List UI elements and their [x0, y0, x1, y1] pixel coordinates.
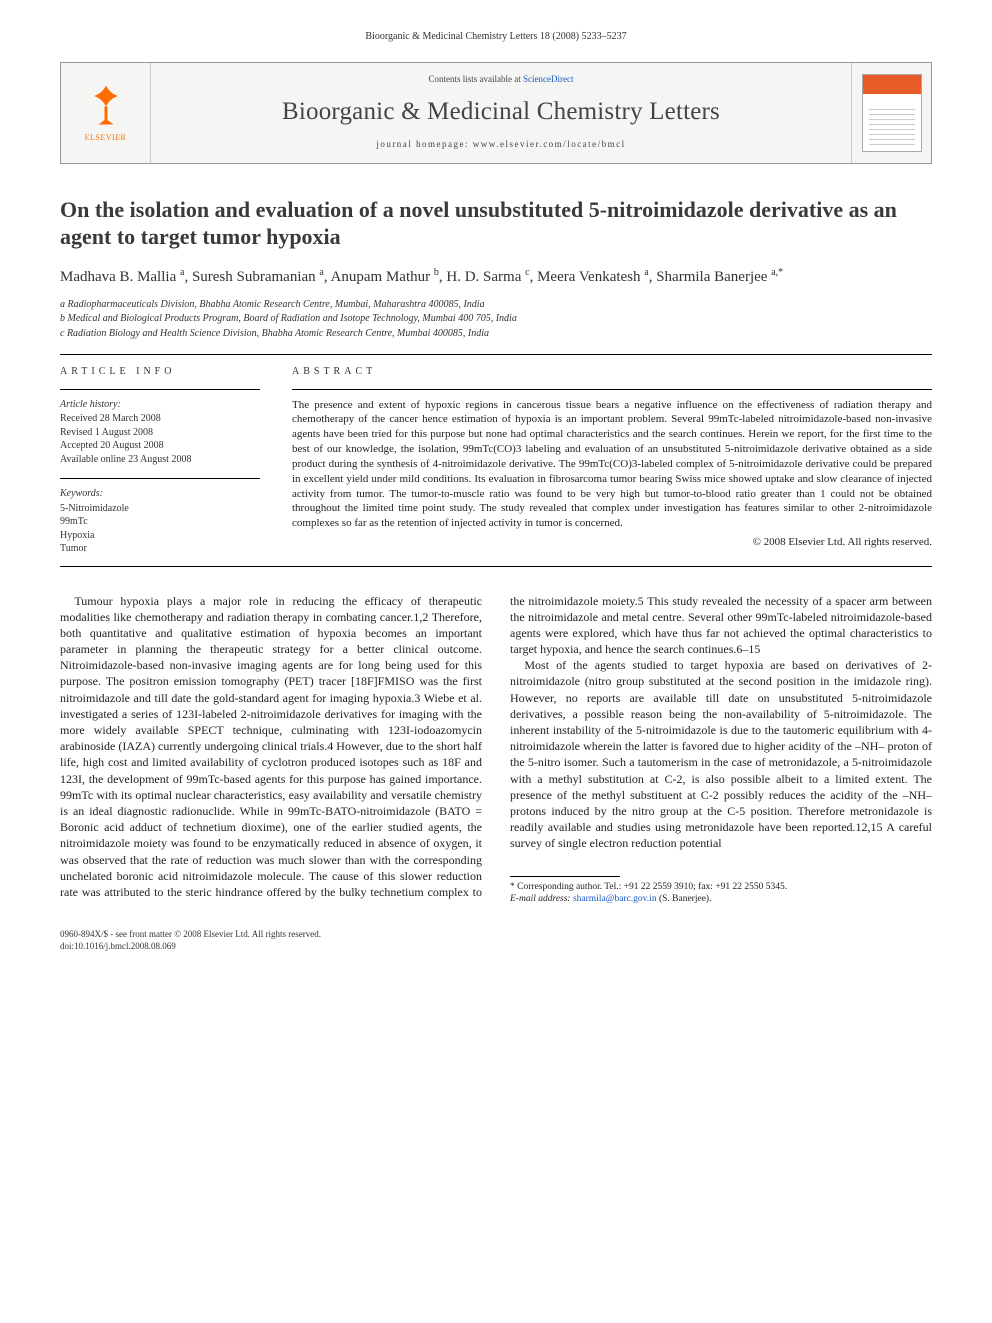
- corresponding-author-note: * Corresponding author. Tel.: +91 22 255…: [510, 881, 932, 893]
- email-line: E-mail address: sharmila@barc.gov.in (S.…: [510, 893, 932, 905]
- abstract-column: ABSTRACT The presence and extent of hypo…: [292, 365, 932, 556]
- affiliations: a Radiopharmaceuticals Division, Bhabha …: [60, 298, 932, 341]
- publisher-logo-block: ELSEVIER: [61, 63, 151, 163]
- keywords-heading: Keywords:: [60, 487, 260, 501]
- abstract-subrule: [292, 389, 932, 390]
- article-title: On the isolation and evaluation of a nov…: [60, 196, 932, 251]
- history-revised: Revised 1 August 2008: [60, 426, 260, 440]
- abstract-copyright: © 2008 Elsevier Ltd. All rights reserved…: [292, 535, 932, 550]
- journal-cover-thumb: [851, 63, 931, 163]
- info-subrule-2: [60, 478, 260, 479]
- contents-available-line: Contents lists available at ScienceDirec…: [159, 73, 843, 85]
- rule-top: [60, 354, 932, 355]
- history-online: Available online 23 August 2008: [60, 453, 260, 467]
- publisher-name: ELSEVIER: [85, 133, 127, 144]
- email-suffix: (S. Banerjee).: [657, 894, 712, 904]
- author-list: Madhava B. Mallia a, Suresh Subramanian …: [60, 267, 932, 288]
- keyword-3: Hypoxia: [60, 529, 260, 543]
- contents-prefix: Contents lists available at: [429, 74, 523, 84]
- history-accepted: Accepted 20 August 2008: [60, 439, 260, 453]
- corresponding-email-link[interactable]: sharmila@barc.gov.in: [573, 894, 657, 904]
- info-abstract-row: ARTICLE INFO Article history: Received 2…: [60, 365, 932, 556]
- abstract-label: ABSTRACT: [292, 365, 932, 379]
- footer-copyright: 0960-894X/$ - see front matter © 2008 El…: [60, 929, 932, 941]
- affiliation-b: b Medical and Biological Products Progra…: [60, 312, 932, 326]
- affiliation-a: a Radiopharmaceuticals Division, Bhabha …: [60, 298, 932, 312]
- history-received: Received 28 March 2008: [60, 412, 260, 426]
- rule-bottom: [60, 566, 932, 567]
- keyword-1: 5-Nitroimidazole: [60, 502, 260, 516]
- article-body: Tumour hypoxia plays a major role in red…: [60, 593, 932, 906]
- running-head: Bioorganic & Medicinal Chemistry Letters…: [60, 30, 932, 44]
- abstract-text: The presence and extent of hypoxic regio…: [292, 398, 932, 532]
- journal-homepage: journal homepage: www.elsevier.com/locat…: [159, 138, 843, 150]
- journal-masthead: ELSEVIER Contents lists available at Sci…: [60, 62, 932, 164]
- masthead-center: Contents lists available at ScienceDirec…: [151, 63, 851, 163]
- article-info-label: ARTICLE INFO: [60, 365, 260, 379]
- journal-name: Bioorganic & Medicinal Chemistry Letters: [159, 95, 843, 129]
- body-paragraph-2: Most of the agents studied to target hyp…: [510, 657, 932, 851]
- sciencedirect-link[interactable]: ScienceDirect: [523, 74, 573, 84]
- page-footer: 0960-894X/$ - see front matter © 2008 El…: [60, 929, 932, 952]
- article-info-column: ARTICLE INFO Article history: Received 2…: [60, 365, 260, 556]
- affiliation-c: c Radiation Biology and Health Science D…: [60, 327, 932, 341]
- footer-doi: doi:10.1016/j.bmcl.2008.08.069: [60, 941, 932, 953]
- elsevier-tree-icon: [82, 81, 130, 129]
- info-subrule-1: [60, 389, 260, 390]
- keyword-2: 99mTc: [60, 515, 260, 529]
- keyword-4: Tumor: [60, 542, 260, 556]
- email-label: E-mail address:: [510, 894, 571, 904]
- footnotes: * Corresponding author. Tel.: +91 22 255…: [510, 881, 932, 906]
- footnote-rule: [510, 876, 620, 877]
- cover-thumb-icon: [862, 74, 922, 152]
- history-heading: Article history:: [60, 398, 260, 412]
